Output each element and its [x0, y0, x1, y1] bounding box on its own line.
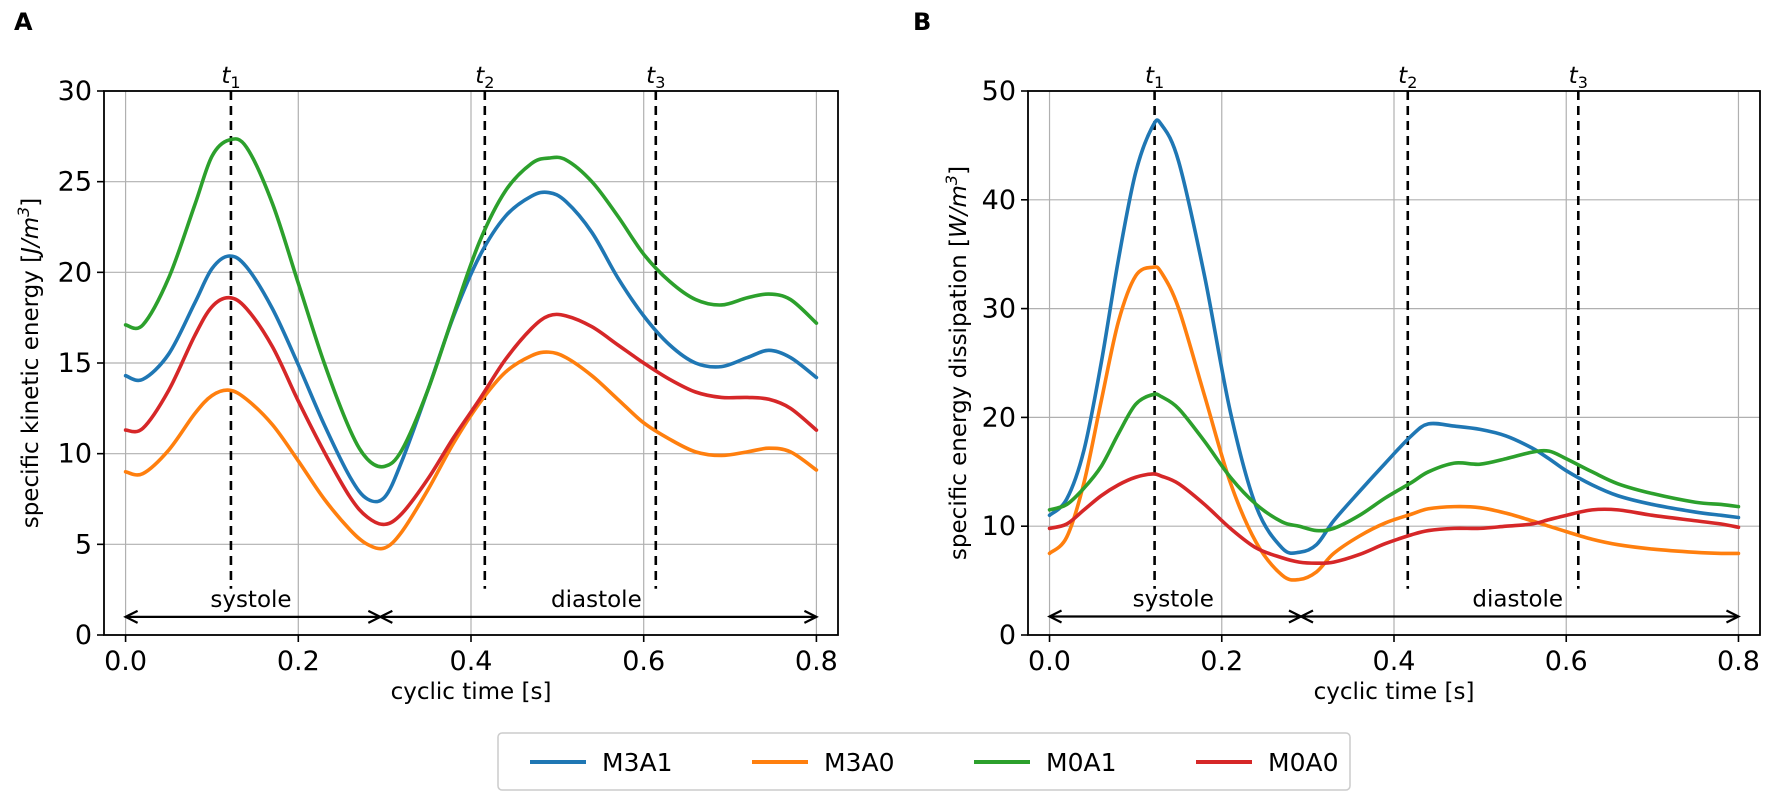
series-lines — [1047, 118, 1741, 582]
x-tick-label: 0.0 — [1028, 646, 1071, 677]
y-axis-label-text: specific kinetic energy [ — [18, 254, 44, 528]
time-marker-label: t2 — [475, 63, 494, 92]
series-lines — [123, 137, 819, 551]
x-axis-label: cyclic time [s] — [391, 679, 552, 705]
y-tick-label: 0 — [999, 620, 1016, 651]
legend-label: M3A1 — [602, 748, 672, 777]
y-axis-label: specific kinetic energy [J/m3] — [14, 198, 44, 529]
y-tick-label: 0 — [75, 620, 92, 651]
y-axis-label-close: ] — [946, 166, 972, 175]
time-marker-label: t1 — [1145, 63, 1164, 92]
y-axis-unit: J/m — [18, 217, 44, 258]
series-line-m3a0 — [123, 350, 819, 551]
legend-label: M0A0 — [1268, 748, 1338, 777]
panel-letter: B — [913, 8, 931, 36]
time-marker-base: t — [221, 63, 231, 89]
x-tick-label: 0.6 — [1545, 646, 1588, 677]
y-axis-unit: W/m — [946, 185, 972, 238]
x-tick-label: 0.8 — [1717, 646, 1760, 677]
y-axis-label: specific energy dissipation [W/m3] — [942, 166, 972, 560]
time-marker-subscript: 3 — [1578, 73, 1588, 92]
y-tick-label: 15 — [58, 348, 92, 379]
panel-letter: A — [14, 8, 33, 36]
phase-label: systole — [1133, 587, 1214, 613]
phase-arrow-head-left — [1047, 609, 1063, 624]
series-line-m0a0 — [123, 295, 819, 527]
series-line-m3a0 — [1047, 265, 1741, 582]
legend-item-m3a1: M3A1 — [530, 748, 672, 777]
time-marker-label: t2 — [1398, 63, 1417, 92]
legend-label: M3A0 — [824, 748, 894, 777]
y-axis-label-text: specific energy dissipation [ — [946, 238, 972, 560]
y-tick-label: 20 — [982, 402, 1016, 433]
phase-arrow-diastole: diastole — [377, 587, 819, 624]
x-axis-label: cyclic time [s] — [1314, 679, 1475, 705]
phase-label: systole — [210, 587, 291, 613]
y-tick-label: 30 — [982, 294, 1016, 325]
x-tick-label: 0.2 — [277, 646, 320, 677]
y-tick-label: 5 — [75, 529, 92, 560]
grid — [1028, 90, 1760, 636]
time-marker-base: t — [475, 63, 485, 89]
y-tick-label: 25 — [58, 167, 92, 198]
time-marker-subscript: 3 — [655, 73, 665, 92]
time-marker-subscript: 1 — [1154, 73, 1164, 92]
x-tick-label: 0.4 — [1373, 646, 1416, 677]
phase-arrow-head-right — [803, 609, 819, 624]
series-line-m0a0 — [1047, 472, 1741, 566]
y-tick-label: 10 — [982, 511, 1016, 542]
legend-frame — [497, 732, 1351, 791]
phase-arrow-head-left — [1298, 609, 1314, 624]
x-tick-label: 0.4 — [450, 646, 493, 677]
legend-item-m0a0: M0A0 — [1196, 748, 1338, 777]
time-marker-label: t3 — [1569, 63, 1588, 92]
x-tick-label: 0.2 — [1200, 646, 1243, 677]
y-tick-label: 40 — [982, 185, 1016, 216]
phase-arrow-diastole: diastole — [1298, 587, 1741, 624]
legend-item-m3a0: M3A0 — [752, 748, 894, 777]
y-tick-label: 10 — [58, 439, 92, 470]
y-axis-unit-exponent: 3 — [942, 175, 961, 185]
y-tick-label: 50 — [982, 76, 1016, 107]
time-marker-subscript: 2 — [484, 73, 494, 92]
time-marker-base: t — [1569, 63, 1579, 89]
phase-arrow-systole: systole — [1047, 587, 1304, 624]
series-line-m0a1 — [123, 137, 819, 469]
time-marker-label: t1 — [221, 63, 240, 92]
x-tick-label: 0.8 — [795, 646, 838, 677]
legend-label: M0A1 — [1046, 748, 1116, 777]
phase-arrow-head-left — [123, 609, 139, 624]
y-tick-label: 30 — [58, 76, 92, 107]
phase-arrow-head-left — [377, 609, 393, 624]
time-marker-label: t3 — [646, 63, 665, 92]
legend-item-m0a1: M0A1 — [974, 748, 1116, 777]
x-tick-label: 0.6 — [622, 646, 665, 677]
phase-label: diastole — [1472, 587, 1563, 613]
series-line-m3a1 — [1047, 118, 1741, 555]
x-tick-label: 0.0 — [104, 646, 147, 677]
time-marker-base: t — [1145, 63, 1155, 89]
time-marker-subscript: 2 — [1407, 73, 1417, 92]
y-axis-unit-exponent: 3 — [14, 207, 33, 217]
time-marker-base: t — [646, 63, 656, 89]
y-tick-label: 20 — [58, 257, 92, 288]
y-axis-label-close: ] — [18, 198, 44, 207]
phase-label: diastole — [551, 587, 642, 613]
legend: M3A1 M3A0 M0A1 M0A0 — [497, 732, 1351, 791]
phase-arrow-systole: systole — [123, 587, 383, 624]
series-line-m0a1 — [1047, 392, 1741, 533]
time-marker-base: t — [1398, 63, 1408, 89]
grid — [104, 90, 838, 636]
phase-arrow-head-right — [1725, 609, 1741, 624]
time-marker-subscript: 1 — [230, 73, 240, 92]
